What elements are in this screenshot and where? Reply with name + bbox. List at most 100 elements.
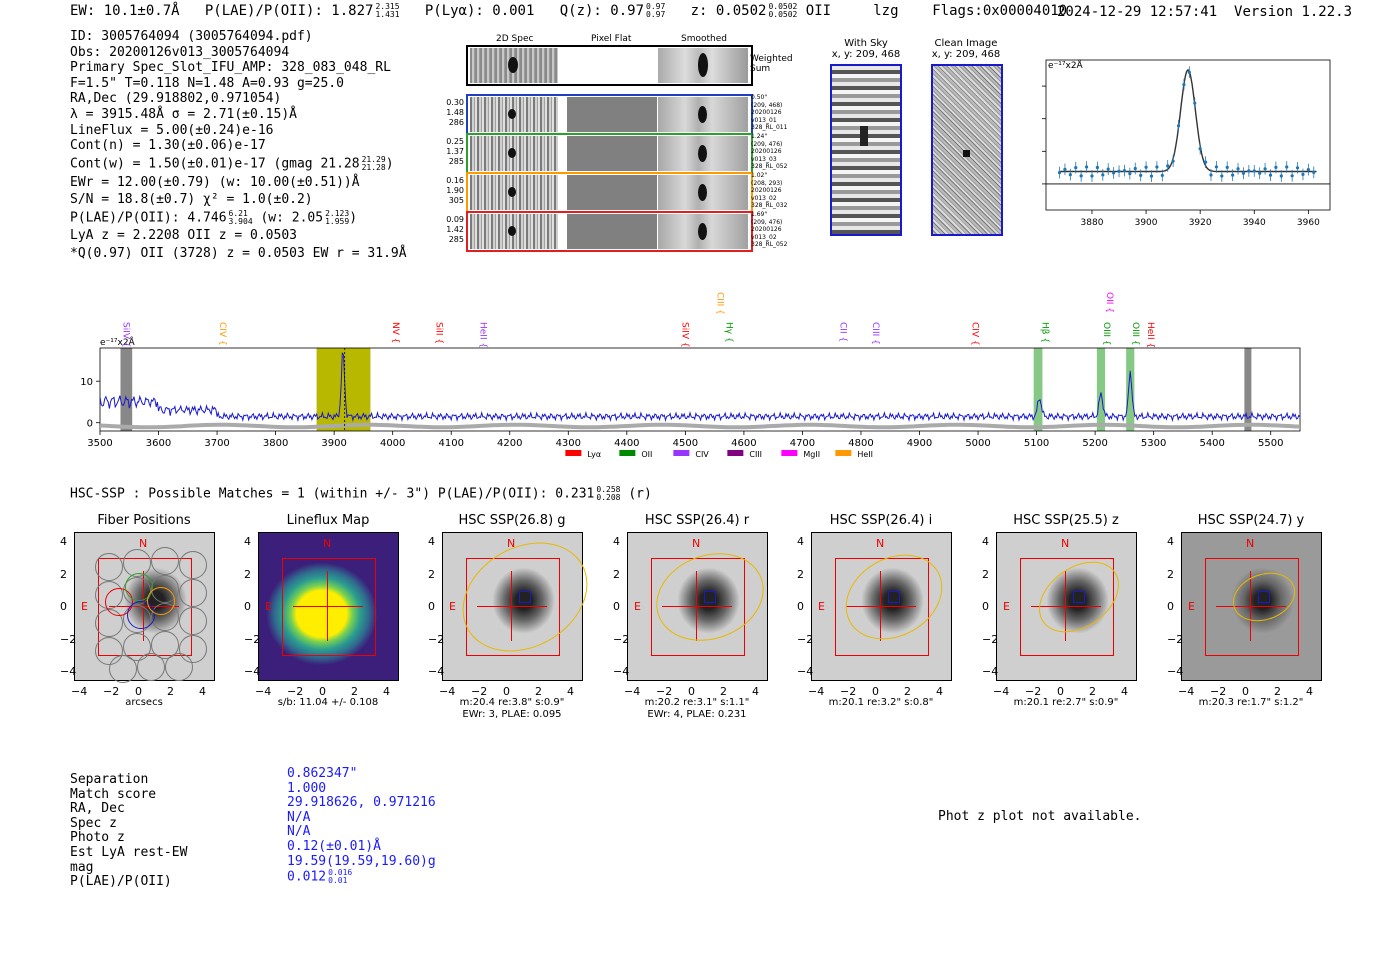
info-lya: LyA z = 2.2208 OII z = 0.0503 — [70, 228, 297, 244]
hsc-xtick-label: −2 — [103, 685, 120, 698]
hsc-crosshair-h — [477, 606, 547, 607]
fiber-orange — [147, 587, 175, 615]
info-radec: RA,Dec (29.918802,0.971054) — [70, 91, 282, 107]
east-marker: E — [1188, 600, 1195, 613]
spectrum-xtick-label: 4800 — [848, 438, 873, 449]
hsc-xtick-label: 0 — [872, 685, 879, 698]
spectrum-line-mark-label: OIII { — [1130, 322, 1140, 346]
spectrum-xtick-label: 4700 — [790, 438, 815, 449]
spectrum-xtick-label: 4500 — [673, 438, 698, 449]
spectrum-xtick-label: 4400 — [614, 438, 639, 449]
cutout-left-value: 1.42 — [446, 225, 464, 234]
east-marker: E — [81, 600, 88, 613]
match-label-radec: RA, Dec — [70, 801, 125, 817]
hsc-ytick-label: −2 — [428, 632, 445, 646]
hsc-crosshair-h — [846, 606, 916, 607]
fiber-circle — [179, 551, 207, 579]
info-params: F=1.5" T=0.118 N=1.48 A=0.93 g=25.0 — [70, 75, 344, 91]
weighted-sum-cutout — [466, 45, 753, 86]
header-ew: EW: 10.1±0.7Å — [70, 3, 180, 19]
hsc-aperture-box — [835, 558, 929, 656]
cutout-right-value: 328_RL_052 — [751, 241, 788, 249]
info-lambda: λ = 3915.48Å σ = 2.71(±0.15)Å — [70, 106, 297, 122]
spectrum-ylabel: e⁻¹⁷x2Å — [100, 336, 136, 348]
hsc-ytick-label: 0 — [613, 600, 620, 613]
fiber-green — [125, 573, 153, 601]
hsc-ytick-label: −4 — [428, 665, 445, 678]
hsc-ytick-label: −4 — [244, 665, 261, 678]
match-value-plae-row: 0.012 0.016 0.01 — [287, 869, 436, 885]
full-spectrum-chart: 3500 3600 3700 3800 3900 4000 4100 4200 4300 4400… — [80, 292, 1301, 459]
fiber-circle — [179, 635, 207, 663]
hsc-panel-title: HSC SSP(26.4) r — [644, 513, 750, 528]
fiber-circle — [137, 653, 165, 681]
hsc-match-marker — [1073, 591, 1085, 603]
spectrum-line-band — [1033, 348, 1043, 431]
hsc-xtick-label: −2 — [1025, 685, 1042, 698]
hsc-xtick-label: 4 — [936, 685, 943, 698]
detection-info: ID: 3005764094 (3005764094.pdf) Obs: 202… — [70, 29, 407, 261]
spectrum-frame — [99, 347, 1301, 432]
match-value-plae: 0.012 — [287, 869, 327, 885]
hsc-crosshair-v — [1065, 571, 1066, 641]
cutout-left-value: 286 — [448, 118, 464, 127]
hsc-match-marker — [704, 591, 716, 603]
cutout-row — [466, 211, 753, 252]
match-value-photoz: N/A — [287, 824, 311, 840]
fiber-circle — [123, 633, 151, 661]
spectrum-line-mark-label: CIII { — [715, 292, 725, 315]
hsc-ytick-label: 0 — [797, 600, 804, 613]
zoom-ylabel: e⁻¹⁷x2Å — [1048, 61, 1083, 71]
fiber-circle — [179, 607, 207, 635]
cutout-pixel-flat — [564, 214, 660, 249]
hsc-ytick-label: 0 — [244, 600, 251, 613]
hsc-ytick-label: −4 — [797, 665, 814, 678]
fiber-circle — [95, 553, 123, 581]
header-plya: P(Lyα): 0.001 — [424, 3, 535, 19]
fiber-circle — [165, 653, 193, 681]
cutout-2d-spec — [470, 136, 558, 171]
cutout-smoothed — [658, 136, 748, 171]
spectrum-mask-band — [1244, 348, 1252, 431]
hsc-ytick-label: 4 — [982, 535, 989, 548]
hsc-ytick-label: −2 — [60, 632, 77, 646]
cutout-2d-spec — [470, 97, 558, 132]
info-plae-row: P(LAE)/P(OII): 4.746 6.21 3.904 (w: 2.05 2.… — [70, 210, 407, 226]
spectrum-line-mark-label: SiIV { — [120, 322, 130, 348]
hsc-xtick-label: 0 — [688, 685, 695, 698]
cutout-right-value: 0.50" — [751, 94, 768, 101]
cutout-2d-source — [508, 187, 516, 197]
hsc-ytick-label: 0 — [982, 600, 989, 613]
header-plae: P(LAE)/P(OII): 1.827 — [204, 3, 374, 19]
info-plae: P(LAE)/P(OII): 4.746 — [70, 210, 227, 226]
hsc-panel-caption: m:20.4 re:3.8" s:0.9" — [459, 697, 565, 708]
hsc-xtick-label: −4 — [808, 685, 825, 698]
match-label-lya-ew: Est LyA rest-EW — [70, 844, 188, 860]
spectrum-xtick-label: 5200 — [1082, 438, 1107, 449]
hsc-xtick-label: 0 — [1057, 685, 1064, 698]
hsc-match-marker — [888, 591, 900, 603]
east-marker: E — [449, 600, 456, 613]
fiber-blue — [127, 601, 155, 629]
cutout-row-right-labels: 1.02" (208, 293) 20200126 v013_02 328_RL_032 — [751, 172, 791, 210]
north-marker: N — [1246, 537, 1255, 550]
spectrum-legend-swatch — [727, 450, 744, 456]
zoom-plot-frame — [1045, 59, 1331, 211]
spectrum-xtick-label: 5500 — [1258, 438, 1283, 449]
spectrum-xtick-label: 4900 — [907, 438, 932, 449]
spectrum-plot-marks: 3500 3600 3700 3800 3900 4000 4100 4200 4300 4400… — [80, 292, 1301, 459]
match-label-separation: Separation — [70, 772, 149, 787]
cutout-row — [466, 133, 753, 174]
cutout-smoothed-source — [698, 145, 707, 162]
zoom-fit-curve — [1059, 68, 1317, 173]
cutout-right-value: 328_RL_052 — [751, 163, 788, 171]
east-marker: E — [634, 600, 641, 613]
spectrum-series-line — [99, 351, 1301, 423]
hsc-panel-caption: s/b: 11.04 +/- 0.108 — [277, 697, 379, 708]
spectrum-line-mark-label: HeII { — [478, 322, 488, 348]
hsc-xtick-label: 2 — [535, 685, 542, 698]
spectrum-noise — [99, 422, 1301, 430]
hsc-ytick-label: 2 — [1167, 567, 1174, 581]
